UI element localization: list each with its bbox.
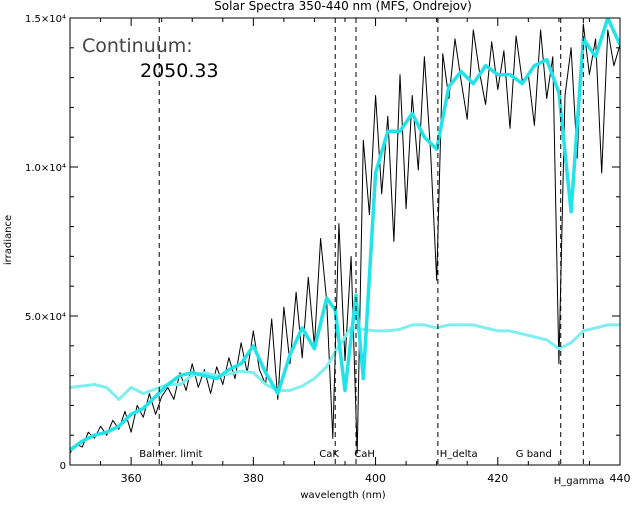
series-layer [70,18,620,454]
y-axis-label: irradiance [3,215,14,265]
series-line-smoothed [70,18,620,452]
annotation-label: H_gamma [554,476,605,487]
annotation-label: CaH [354,449,375,460]
axis-layer: 360 380 400 420 440 0 5.0×10⁴ 1.0×10⁴ 1.5×10⁴ [25,14,631,485]
x-axis-label: wavelength (nm) [300,490,385,501]
continuum-value: 2050.33 [140,60,219,82]
series-line-continuum [70,323,620,401]
annotation-label: G band [516,449,552,460]
x-tick-label: 420 [487,472,508,485]
annotation-label: Balmer. limit [139,449,202,460]
x-tick-label: 400 [365,472,386,485]
chart-title: Solar Spectra 350-440 nm (MFS, Ondrejov) [214,0,472,13]
annotation-label: CaK [319,449,339,460]
x-tick-label: 360 [121,472,142,485]
annotation-layer: Balmer. limit CaK CaH H_delta G band H_gamma [139,18,604,487]
y-tick-label: 1.0×10⁴ [25,163,66,174]
annotation-label: H_delta [440,449,478,460]
continuum-label: Continuum: [82,35,193,57]
x-tick-label: 380 [243,472,264,485]
y-tick-label: 0 [60,461,66,472]
x-tick-label: 440 [610,472,631,485]
y-tick-label: 5.0×10⁴ [25,312,66,323]
y-tick-label: 1.5×10⁴ [25,14,66,25]
